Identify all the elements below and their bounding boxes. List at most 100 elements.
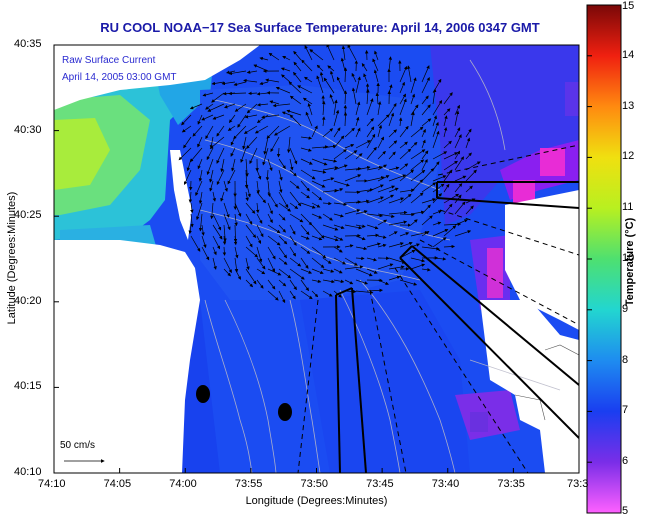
colorbar xyxy=(586,4,622,514)
current-vector xyxy=(355,116,360,127)
colorbar-tick-label: 6 xyxy=(622,455,629,468)
current-vector xyxy=(223,257,232,274)
current-vector xyxy=(465,205,474,215)
current-vector xyxy=(322,100,326,116)
current-vector xyxy=(233,125,247,140)
current-vector xyxy=(410,219,418,226)
current-vector xyxy=(256,268,266,275)
y-tick-label: 40:30 xyxy=(14,123,42,136)
current-vector xyxy=(201,224,205,236)
current-vector xyxy=(344,289,357,294)
current-vector xyxy=(410,149,426,160)
current-vector xyxy=(234,257,239,273)
colorbar-tick-label: 15 xyxy=(622,0,635,12)
current-vector xyxy=(421,204,431,215)
current-vector xyxy=(289,257,302,267)
current-vector xyxy=(242,136,247,150)
current-vector xyxy=(257,103,269,107)
current-vector xyxy=(322,213,333,221)
current-vector xyxy=(228,70,247,76)
current-vector xyxy=(366,176,385,182)
current-vector xyxy=(289,213,304,223)
current-vector xyxy=(311,202,321,208)
x-tick-label: 74:05 xyxy=(103,478,132,490)
current-vector xyxy=(300,224,310,236)
current-vector xyxy=(309,49,324,61)
current-vector xyxy=(245,268,257,285)
current-vector xyxy=(307,103,313,116)
current-vector xyxy=(333,164,348,171)
current-vector xyxy=(278,246,288,259)
current-vector xyxy=(223,213,231,231)
current-vector xyxy=(201,114,214,121)
current-vector xyxy=(300,180,310,192)
current-vector xyxy=(443,225,457,237)
current-vector xyxy=(355,210,368,215)
current-vector xyxy=(207,103,225,112)
current-vector xyxy=(366,257,377,262)
current-vector xyxy=(230,147,236,157)
current-vector xyxy=(410,93,416,105)
current-vector xyxy=(201,246,210,261)
colorbar-tick-label: 14 xyxy=(622,48,635,61)
y-tick-label: 40:10 xyxy=(14,466,42,478)
current-vector xyxy=(322,224,339,231)
current-vector xyxy=(206,147,214,161)
current-vector xyxy=(322,201,332,206)
current-vector xyxy=(267,268,282,276)
current-vector xyxy=(443,183,450,193)
current-vector xyxy=(421,139,426,149)
current-vector xyxy=(410,263,426,270)
current-vector xyxy=(377,124,383,138)
current-vector xyxy=(377,150,386,160)
current-vector xyxy=(322,268,335,273)
current-vector xyxy=(421,198,436,204)
current-vector xyxy=(289,202,299,210)
current-vector xyxy=(366,133,376,149)
current-vector xyxy=(256,92,269,96)
colorbar-tick-label: 12 xyxy=(622,150,635,163)
current-vector xyxy=(245,202,256,214)
current-vector xyxy=(377,136,384,149)
current-vector xyxy=(388,197,405,204)
channel-outlines xyxy=(297,144,579,473)
current-vector xyxy=(198,191,203,204)
current-vector xyxy=(212,213,222,231)
current-vector xyxy=(355,256,365,261)
colorbar-tick-label: 13 xyxy=(622,99,635,112)
current-vector xyxy=(278,180,283,193)
current-vector xyxy=(304,76,313,83)
current-vector xyxy=(289,268,305,280)
current-vector xyxy=(267,246,276,260)
current-vector xyxy=(254,125,269,134)
current-vector xyxy=(454,104,460,116)
current-vector xyxy=(289,191,302,207)
current-vector xyxy=(293,71,302,83)
current-vector xyxy=(311,290,319,298)
x-tick-label: 73:40 xyxy=(431,478,460,490)
current-vector xyxy=(212,246,217,256)
buoy-marker-east xyxy=(278,403,292,421)
current-vector xyxy=(388,242,404,248)
current-vector xyxy=(432,183,445,193)
current-vector xyxy=(300,136,313,140)
current-vector xyxy=(300,158,313,165)
current-vector xyxy=(278,268,292,279)
current-vector xyxy=(388,140,398,149)
current-vector xyxy=(399,212,415,217)
current-vector xyxy=(399,141,408,149)
current-vector xyxy=(421,65,430,83)
current-vector xyxy=(443,140,452,149)
current-vector xyxy=(329,70,335,83)
y-tick-label: 40:35 xyxy=(14,38,42,50)
current-vector xyxy=(355,268,373,277)
current-vector xyxy=(355,246,368,251)
colorbar-tick-label: 7 xyxy=(622,404,629,417)
current-vector xyxy=(322,166,339,171)
bathymetry-contours xyxy=(199,59,561,473)
current-vector xyxy=(333,246,343,253)
current-vector xyxy=(256,246,263,263)
current-vector xyxy=(432,88,437,105)
current-vector xyxy=(256,257,266,270)
x-tick-label: 73:50 xyxy=(300,478,329,490)
